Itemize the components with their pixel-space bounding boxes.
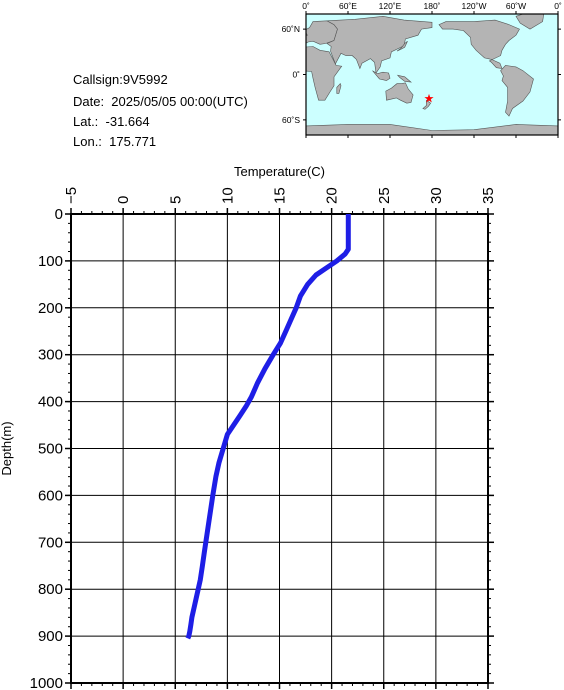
y-tick-label: 1000 (30, 675, 63, 690)
map-lon-label: 0˚ (302, 1, 310, 11)
map-lat-label: 0˚ (292, 70, 300, 80)
y-tick-label: 400 (38, 394, 63, 411)
australia-land (385, 82, 414, 104)
temperature-profile-line (185, 214, 351, 640)
y-tick-label: 700 (38, 534, 63, 551)
y-tick-label: 100 (38, 253, 63, 270)
x-tick-label: 15 (272, 187, 289, 204)
new-guinea-land (396, 74, 412, 83)
map-lon-label: 60˚E (339, 1, 357, 11)
north-america-land (438, 19, 520, 69)
y-tick-label: 600 (38, 487, 63, 504)
africa-land (306, 46, 343, 101)
map-lat-label: 60˚S (282, 115, 300, 125)
y-tick-label: 800 (38, 581, 63, 598)
x-tick-label: 35 (480, 187, 497, 204)
y-axis-title: Depth(m) (0, 421, 14, 475)
map-lon-label: 60˚W (506, 1, 526, 11)
plot-frame (70, 213, 489, 684)
japan-land (396, 40, 408, 52)
madagascar-land (336, 83, 342, 94)
y-tick-label: 500 (38, 441, 63, 458)
x-tick-label: 0 (115, 196, 132, 204)
y-tick-label: 200 (38, 300, 63, 317)
y-tick-label: 900 (38, 628, 63, 645)
map-landmasses (306, 14, 558, 135)
x-tick-label: 25 (376, 187, 393, 204)
map-lon-label: 120˚E (379, 1, 402, 11)
greenland-land (515, 14, 545, 30)
x-tick-label: 5 (167, 196, 184, 204)
map-lon-label: 120˚W (461, 1, 486, 11)
south-america-land (500, 65, 534, 117)
x-tick-label: 10 (219, 187, 236, 204)
callsign-text: Callsign:9V5992 (73, 72, 168, 87)
x-tick-label: 30 (428, 187, 445, 204)
date-text: Date: 2025/05/05 00:00(UTC) (73, 94, 248, 109)
latitude-text: Lat.: -31.664 (73, 114, 150, 129)
location-marker-icon: ★ (424, 91, 435, 105)
map-lon-label: 0˚ (554, 1, 562, 11)
map-lon-label: 180˚ (423, 1, 440, 11)
asia-land (325, 15, 433, 74)
location-map: 0˚ 60˚E 120˚E 180˚ 120˚W 60˚W 0˚ 60˚N 0˚ 60˚S ★ (282, 1, 562, 138)
y-tick-label: 300 (38, 347, 63, 364)
map-lat-label: 60˚N (282, 24, 300, 34)
antarctica-land (306, 124, 558, 135)
new-zealand-land (422, 99, 432, 110)
x-tick-label: 20 (324, 187, 341, 204)
x-axis-title: Temperature(C) (234, 164, 325, 179)
x-tick-label: −5 (63, 187, 80, 204)
longitude-text: Lon.: 175.771 (73, 134, 157, 149)
indonesia-land (372, 70, 391, 81)
y-tick-label: 0 (55, 206, 63, 223)
